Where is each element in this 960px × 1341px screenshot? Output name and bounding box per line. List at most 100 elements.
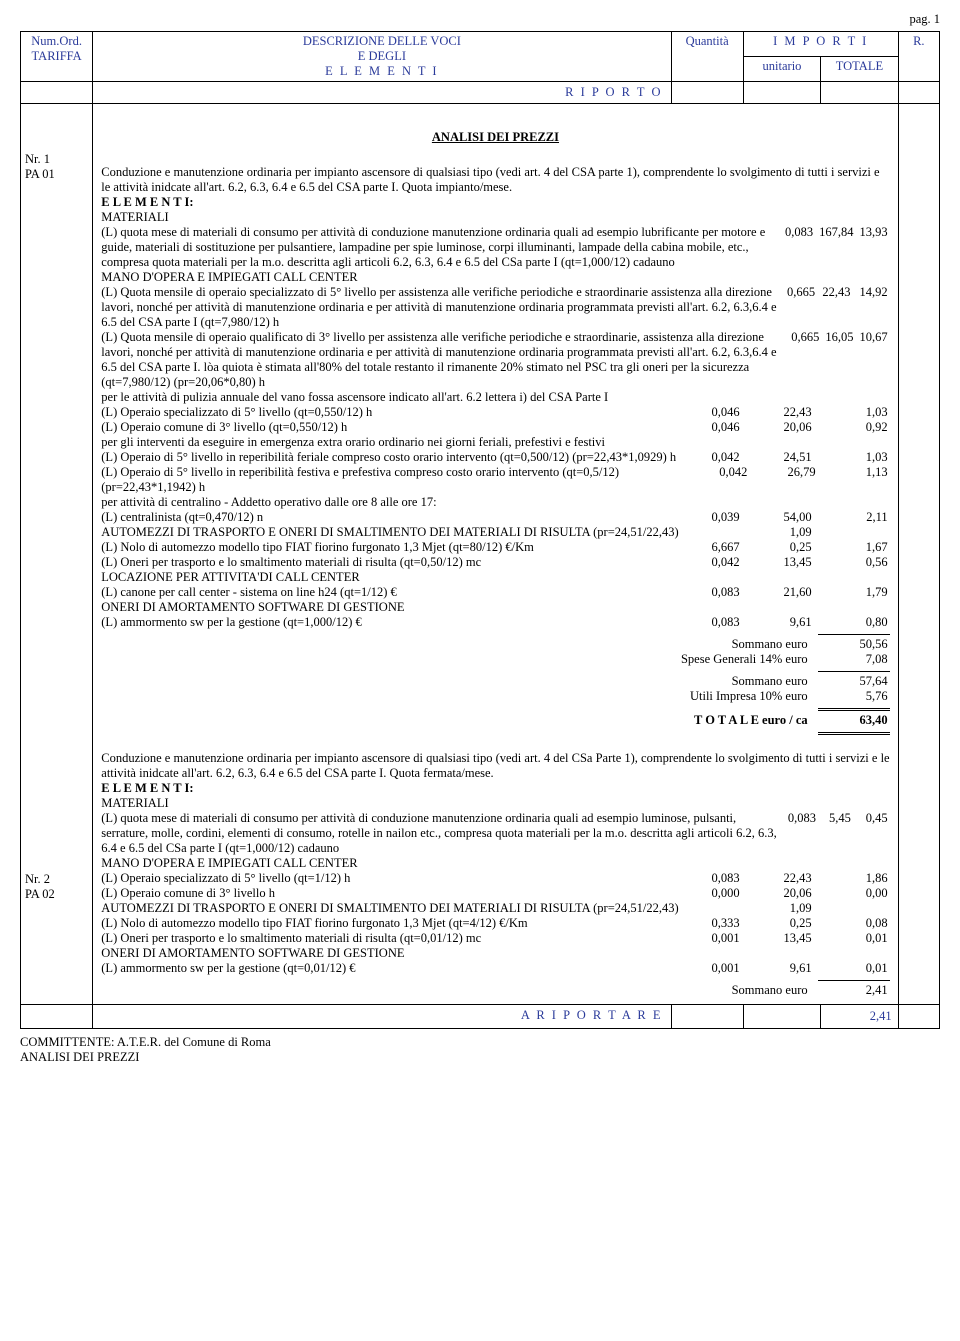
item1-sg: Spese Generali 14% euro 7,08 [101,652,889,667]
item1-ammort: (L) ammormento sw per la gestione (qt=1,… [101,615,683,630]
item1-line-materiali: (L) quota mese di materiali di consumo p… [101,225,889,270]
item2-l5-q: 0,333 [684,916,746,931]
hdr-tariffa: TARIFFA [32,49,82,63]
item1-sg-lbl: Spese Generali 14% euro [101,652,817,667]
item2-sum1-val: 2,41 [818,983,890,998]
item2-materiali-body: (L) quota mese di materiali di consumo p… [101,811,788,856]
item1-l2-u: 22,43 [821,285,856,330]
item1-emerg: per gli interventi da eseguire in emerge… [101,435,889,450]
riporto-blank4 [821,82,898,104]
item1-materiali-hdr: MATERIALI [101,210,889,225]
item2-smalt: (L) Oneri per trasporto e lo smaltimento… [101,931,683,946]
item1-canone: (L) canone per call center - sistema on … [101,585,683,600]
item1-l8-t: 2,11 [818,510,890,525]
hdr-descr-l2: E DEGLI [358,49,406,63]
item1-l2-q: 0,665 [787,285,821,330]
item1-l6-u: 24,51 [746,450,818,465]
hdr-numord: Num.Ord. TARIFFA [21,32,93,82]
ariportare-label: A R I P O R T A R E [93,1005,671,1029]
item2-l3-u: 20,06 [746,886,818,901]
item2-l5-u: 0,25 [746,916,818,931]
item1-line-repfest: (L) Operaio di 5° livello in reperibilit… [101,465,889,495]
item1-sum2-val: 57,64 [818,674,890,689]
riporto-blank5 [898,82,939,104]
item1-l6-q: 0,042 [684,450,746,465]
hdr-descr-l1: DESCRIZIONE DELLE VOCI [303,34,461,48]
section-title: ANALISI DEI PREZZI [101,110,889,165]
item2-l2-u: 22,43 [746,871,818,886]
ariportare-blank1 [21,1005,93,1029]
rule-icon [818,634,890,635]
item1-l5-t: 0,92 [818,420,890,435]
ariportare-blank4 [898,1005,939,1029]
item1-utili-lbl: Utili Impresa 10% euro [101,689,817,704]
body-content-col: ANALISI DEI PREZZI Conduzione e manutenz… [93,104,898,1005]
item1-line-nolo: (L) Nolo di automezzo modello tipo FIAT … [101,540,889,555]
item1-l2-t: 14,92 [856,285,889,330]
item1-materiali-body: (L) quota mese di materiali di consumo p… [101,225,785,270]
hdr-numord-l1: Num.Ord. [31,34,82,48]
item1-sum2: Sommano euro 57,64 [101,674,889,689]
item1-l9-u: 1,09 [746,525,818,540]
hdr-unitario: unitario [743,57,820,82]
item1-l7-q: 0,042 [695,465,754,495]
item1-l6-t: 1,03 [818,450,890,465]
item1-l12-t: 1,79 [818,585,890,600]
item1-totale: T O T A L E euro / ca 63,40 [101,713,889,728]
item1-sum1: Sommano euro 50,56 [101,637,889,652]
item1-totale-lbl: T O T A L E euro / ca [101,713,817,728]
item2-l1-t: 0,45 [857,811,890,856]
item2-l3-t: 0,00 [818,886,890,901]
item1-automezzi-hdr: AUTOMEZZI DI TRASPORTO E ONERI DI SMALTI… [101,525,683,540]
item1-mano-hdr: MANO D'OPERA E IMPIEGATI CALL CENTER [101,270,889,285]
item2-sum1-lbl: Sommano euro [101,983,817,998]
item1-oneri-sw-hdr: ONERI DI AMORTAMENTO SOFTWARE DI GESTION… [101,600,889,615]
item1-l13-t: 0,80 [818,615,890,630]
item2-ammort: (L) ammormento sw per la gestione (qt=0,… [101,961,683,976]
item1-loc-hdr: LOCAZIONE PER ATTIVITA'DI CALL CENTER [101,570,889,585]
riporto-blank1 [21,82,93,104]
item1-line-op3: (L) Operaio comune di 3° livello (qt=0,5… [101,420,889,435]
item1-l13-u: 9,61 [746,615,818,630]
item1-line-ammort: (L) ammormento sw per la gestione (qt=1,… [101,615,889,630]
item2-l5-t: 0,08 [818,916,890,931]
item1-l10-t: 1,67 [818,540,890,555]
item1-op3: (L) Operaio comune di 3° livello (qt=0,5… [101,420,683,435]
item2-line-automezzi-hdr: AUTOMEZZI DI TRASPORTO E ONERI DI SMALTI… [101,901,889,916]
double-rule-icon [818,708,890,711]
item2-materiali-hdr: MATERIALI [101,796,889,811]
item2-line-op5: (L) Operaio specializzato di 5° livello … [101,871,889,886]
item1-utili: Utili Impresa 10% euro 5,76 [101,689,889,704]
item1-totale-val: 63,40 [818,713,890,728]
item2-line-op3: (L) Operaio comune di 3° livello h 0,000… [101,886,889,901]
item2-l7-u: 9,61 [746,961,818,976]
item2-l2-q: 0,083 [684,871,746,886]
hdr-r: R. [898,32,939,82]
item2-l1-q: 0,083 [788,811,822,856]
double-rule-icon [818,732,890,735]
item1-l8-u: 54,00 [746,510,818,525]
item1-l4-q: 0,046 [684,405,746,420]
ariportare-val: 2,41 [821,1005,898,1029]
item2-oneri-sw-hdr: ONERI DI AMORTAMENTO SOFTWARE DI GESTION… [101,946,889,961]
item1-l7-u: 26,79 [753,465,821,495]
item1-sg-val: 7,08 [818,652,890,667]
item1-line-smalt: (L) Oneri per trasporto e lo smaltimento… [101,555,889,570]
ariportare-blank3 [743,1005,820,1029]
item1-l8-q: 0,039 [684,510,746,525]
item2-l4-t [818,901,890,916]
item2-op3: (L) Operaio comune di 3° livello h [101,886,683,901]
item2-l7-q: 0,001 [684,961,746,976]
price-analysis-table: Num.Ord. TARIFFA DESCRIZIONE DELLE VOCI … [20,31,940,1029]
item2-l7-t: 0,01 [818,961,890,976]
item2-line-smalt: (L) Oneri per trasporto e lo smaltimento… [101,931,889,946]
rule-icon [818,671,890,672]
item2-l6-u: 13,45 [746,931,818,946]
item1-centralinista: (L) centralinista (qt=0,470/12) n [101,510,683,525]
item1-l11-u: 13,45 [746,555,818,570]
item1-l13-q: 0,083 [684,615,746,630]
item2-code: PA 02 [25,887,88,902]
page-number: pag. 1 [20,12,940,27]
hdr-totale: TOTALE [821,57,898,82]
item2-line-ammort: (L) ammormento sw per la gestione (qt=0,… [101,961,889,976]
